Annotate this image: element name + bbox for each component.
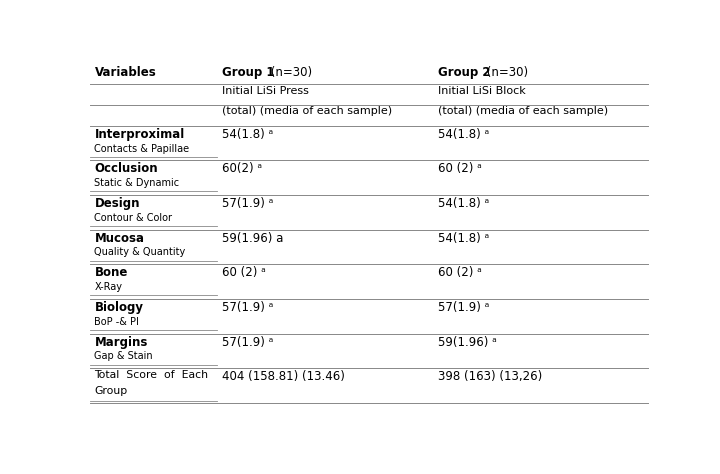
Text: X-Ray: X-Ray	[94, 282, 122, 292]
Text: (n=30): (n=30)	[483, 66, 528, 79]
Text: Gap & Stain: Gap & Stain	[94, 351, 153, 362]
Text: 60 (2) ᵃ: 60 (2) ᵃ	[222, 266, 266, 279]
Text: 57(1.9) ᵃ: 57(1.9) ᵃ	[222, 197, 273, 210]
Text: 60 (2) ᵃ: 60 (2) ᵃ	[438, 266, 482, 279]
Text: (total) (media of each sample): (total) (media of each sample)	[222, 107, 392, 117]
Text: BoP -& PI: BoP -& PI	[94, 317, 140, 327]
Text: Occlusion: Occlusion	[94, 162, 158, 175]
Text: Margins: Margins	[94, 336, 148, 348]
Text: Contacts & Papillae: Contacts & Papillae	[94, 144, 189, 154]
Text: Bone: Bone	[94, 266, 128, 279]
Text: Design: Design	[94, 197, 140, 210]
Text: 59(1.96) a: 59(1.96) a	[222, 232, 283, 245]
Text: Mucosa: Mucosa	[94, 232, 145, 245]
Text: Initial LiSi Block: Initial LiSi Block	[438, 86, 526, 96]
Text: Initial LiSi Press: Initial LiSi Press	[222, 86, 309, 96]
Text: Variables: Variables	[94, 66, 156, 79]
Text: Contour & Color: Contour & Color	[94, 213, 173, 223]
Text: 404 (158.81) (13.46): 404 (158.81) (13.46)	[222, 370, 345, 383]
Text: Interproximal: Interproximal	[94, 128, 185, 141]
Text: 57(1.9) ᵃ: 57(1.9) ᵃ	[222, 336, 273, 348]
Text: Quality & Quantity: Quality & Quantity	[94, 247, 186, 257]
Text: (total) (media of each sample): (total) (media of each sample)	[438, 107, 608, 117]
Text: 59(1.96) ᵃ: 59(1.96) ᵃ	[438, 336, 496, 348]
Text: 57(1.9) ᵃ: 57(1.9) ᵃ	[222, 301, 273, 314]
Text: Group 1: Group 1	[222, 66, 274, 79]
Text: Total  Score  of  Each: Total Score of Each	[94, 370, 209, 380]
Text: Static & Dynamic: Static & Dynamic	[94, 178, 179, 188]
Text: 54(1.8) ᵃ: 54(1.8) ᵃ	[438, 197, 489, 210]
Text: 54(1.8) ᵃ: 54(1.8) ᵃ	[438, 128, 489, 141]
Text: 57(1.9) ᵃ: 57(1.9) ᵃ	[438, 301, 489, 314]
Text: (n=30): (n=30)	[267, 66, 312, 79]
Text: 54(1.8) ᵃ: 54(1.8) ᵃ	[222, 128, 273, 141]
Text: Group: Group	[94, 386, 127, 396]
Text: 60(2) ᵃ: 60(2) ᵃ	[222, 162, 261, 175]
Text: 54(1.8) ᵃ: 54(1.8) ᵃ	[438, 232, 489, 245]
Text: Biology: Biology	[94, 301, 143, 314]
Text: 60 (2) ᵃ: 60 (2) ᵃ	[438, 162, 482, 175]
Text: 398 (163) (13,26): 398 (163) (13,26)	[438, 370, 542, 383]
Text: Group 2: Group 2	[438, 66, 490, 79]
